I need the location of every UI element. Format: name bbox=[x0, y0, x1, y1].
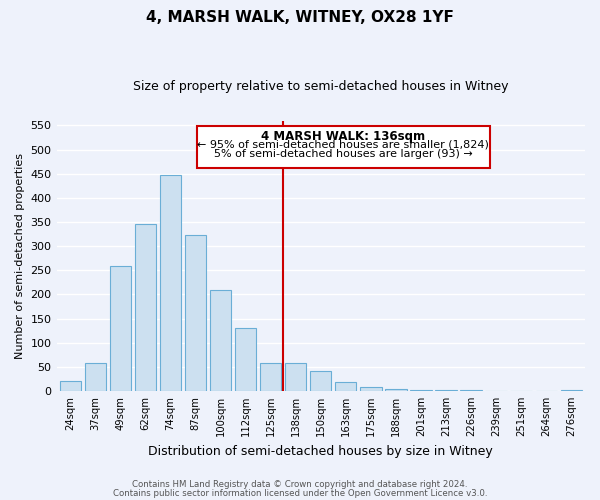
Text: ← 95% of semi-detached houses are smaller (1,824): ← 95% of semi-detached houses are smalle… bbox=[197, 140, 489, 149]
Bar bbox=[210, 290, 231, 391]
Bar bbox=[410, 390, 431, 391]
Bar bbox=[59, 382, 81, 391]
Bar bbox=[285, 364, 307, 391]
Text: Contains public sector information licensed under the Open Government Licence v3: Contains public sector information licen… bbox=[113, 488, 487, 498]
Bar bbox=[160, 175, 181, 391]
Bar bbox=[360, 387, 382, 391]
X-axis label: Distribution of semi-detached houses by size in Witney: Distribution of semi-detached houses by … bbox=[148, 444, 493, 458]
Bar bbox=[110, 266, 131, 391]
Y-axis label: Number of semi-detached properties: Number of semi-detached properties bbox=[15, 152, 25, 358]
Bar bbox=[260, 364, 281, 391]
Text: 4, MARSH WALK, WITNEY, OX28 1YF: 4, MARSH WALK, WITNEY, OX28 1YF bbox=[146, 10, 454, 25]
Title: Size of property relative to semi-detached houses in Witney: Size of property relative to semi-detach… bbox=[133, 80, 509, 93]
Bar bbox=[335, 382, 356, 391]
FancyBboxPatch shape bbox=[197, 126, 490, 168]
Text: 5% of semi-detached houses are larger (93) →: 5% of semi-detached houses are larger (9… bbox=[214, 150, 472, 160]
Text: Contains HM Land Registry data © Crown copyright and database right 2024.: Contains HM Land Registry data © Crown c… bbox=[132, 480, 468, 489]
Bar bbox=[310, 370, 331, 391]
Bar bbox=[85, 364, 106, 391]
Bar bbox=[135, 224, 156, 391]
Bar bbox=[185, 235, 206, 391]
Text: 4 MARSH WALK: 136sqm: 4 MARSH WALK: 136sqm bbox=[261, 130, 425, 143]
Bar bbox=[235, 328, 256, 391]
Bar bbox=[385, 388, 407, 391]
